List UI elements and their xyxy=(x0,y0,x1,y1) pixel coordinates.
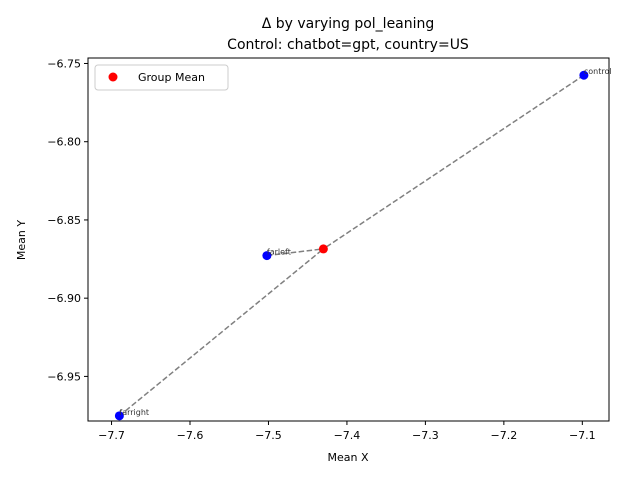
x-axis-label: Mean X xyxy=(327,451,368,464)
y-tick-label: −6.75 xyxy=(47,57,81,70)
legend-marker xyxy=(108,72,118,82)
point-label-control: control xyxy=(584,67,612,76)
y-tick-label: −6.95 xyxy=(47,370,81,383)
legend-box xyxy=(94,64,229,91)
plot-area: control farleft farright xyxy=(114,67,612,421)
point-farright xyxy=(114,411,124,421)
y-tick-label: −6.80 xyxy=(47,136,81,149)
connector-line-farleft xyxy=(266,248,324,257)
x-tick-label: −7.6 xyxy=(177,429,204,442)
point-control xyxy=(579,70,589,80)
legend-label: Group Mean xyxy=(138,71,205,84)
y-axis-label: Mean Y xyxy=(15,220,28,260)
point-farleft xyxy=(262,251,272,261)
x-tick-label: −7.2 xyxy=(490,429,517,442)
y-tick-label: −6.90 xyxy=(47,292,81,305)
connector-line-control xyxy=(322,74,585,250)
axis-ticks: −7.7 −7.6 −7.5 −7.4 −7.3 −7.2 −7.1 −6.95 −6.90 −6… xyxy=(47,57,595,442)
x-tick-label: −7.1 xyxy=(569,429,596,442)
x-tick-label: −7.5 xyxy=(255,429,282,442)
legend: Group Mean xyxy=(94,64,229,91)
point-label-farleft: farleft xyxy=(267,248,291,257)
chart-title-line1: Δ by varying pol_leaning xyxy=(262,16,435,32)
chart-title-line2: Control: chatbot=gpt, country=US xyxy=(227,37,469,53)
x-tick-label: −7.3 xyxy=(412,429,439,442)
point-label-farright: farright xyxy=(119,408,149,417)
plot-frame xyxy=(87,57,610,422)
connector-line-farright xyxy=(118,248,324,417)
x-tick-label: −7.4 xyxy=(334,429,361,442)
x-tick-label: −7.7 xyxy=(98,429,125,442)
y-tick-label: −6.85 xyxy=(47,214,81,227)
group-mean-point xyxy=(318,244,328,254)
